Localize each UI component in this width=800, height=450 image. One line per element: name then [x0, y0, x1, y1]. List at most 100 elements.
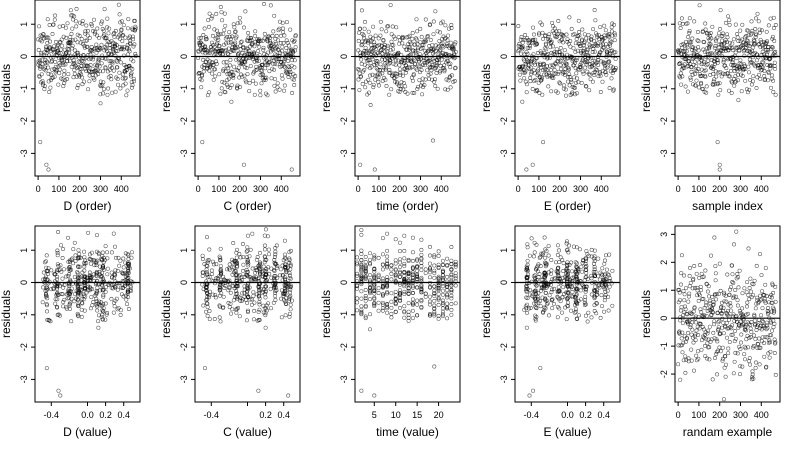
residual-point: [565, 37, 570, 42]
residual-point: [436, 60, 441, 65]
residual-point: [273, 252, 278, 257]
residual-point: [411, 72, 416, 77]
residual-point: [359, 43, 364, 48]
residual-point: [217, 72, 222, 77]
residual-point: [699, 62, 704, 67]
y-tick-label: 1: [19, 22, 29, 27]
residual-point: [685, 89, 690, 94]
residual-point: [82, 255, 87, 260]
residual-point: [584, 249, 589, 254]
residual-point: [48, 72, 53, 77]
residual-point: [564, 93, 568, 98]
residual-point: [436, 253, 441, 258]
residual-point: [609, 76, 614, 81]
x-tick-label: 0.2: [259, 410, 272, 420]
residual-point: [385, 248, 390, 253]
residual-point: [440, 258, 445, 263]
residual-point: [276, 38, 281, 43]
residual-point: [563, 305, 568, 310]
residual-point: [262, 36, 267, 41]
residual-point: [603, 66, 608, 71]
data-points: [516, 8, 618, 172]
residual-point: [723, 374, 728, 379]
residual-point: [398, 72, 403, 77]
residual-point: [402, 233, 407, 238]
residual-point: [572, 32, 577, 37]
residual-point: [758, 30, 762, 35]
residual-point: [70, 256, 75, 261]
residual-point: [230, 307, 235, 312]
y-tick-label: -2: [179, 343, 189, 351]
plot-frame: [514, 225, 621, 403]
residual-point: [552, 68, 557, 72]
residual-point: [438, 63, 443, 68]
residual-point: [56, 230, 61, 234]
residual-point: [257, 302, 262, 307]
residual-point: [410, 65, 415, 70]
residual-point: [359, 57, 364, 62]
residual-point: [448, 65, 453, 70]
residual-point: [369, 47, 373, 52]
residual-point: [241, 162, 246, 167]
residual-point: [525, 51, 530, 56]
residual-point: [41, 32, 46, 37]
residual-point: [580, 282, 585, 287]
residual-point: [268, 3, 273, 8]
residual-point: [227, 305, 232, 310]
residual-point: [595, 33, 600, 38]
residual-point: [388, 3, 393, 8]
residual-point: [420, 45, 425, 50]
residual-point: [742, 53, 747, 58]
residual-point: [761, 319, 766, 324]
residual-point: [46, 318, 51, 322]
residual-point: [78, 40, 83, 45]
residual-point: [769, 85, 773, 90]
residual-point: [739, 89, 744, 94]
residual-point: [448, 74, 452, 79]
x-tick-label: 0: [516, 184, 521, 194]
residual-point: [393, 62, 398, 67]
y-tick-label: -1: [499, 85, 509, 93]
residual-point: [282, 83, 287, 88]
residual-point: [714, 74, 719, 79]
residual-point: [440, 292, 445, 297]
residual-point: [55, 313, 60, 317]
residual-point: [613, 68, 618, 72]
residual-point: [585, 319, 590, 324]
residual-point: [95, 33, 100, 38]
residual-point: [59, 43, 64, 48]
residual-point: [598, 315, 603, 320]
residual-point: [97, 299, 102, 304]
residual-point: [280, 44, 285, 49]
residual-point: [752, 333, 756, 338]
residual-point: [767, 57, 772, 62]
residual-point: [105, 25, 110, 30]
residual-point: [769, 45, 774, 49]
x-axis-label: time (value): [376, 425, 439, 439]
residual-point: [218, 319, 223, 324]
residual-point: [72, 240, 77, 245]
x-tick-label: 300: [93, 184, 108, 194]
residual-point: [218, 246, 223, 251]
residual-point: [724, 66, 729, 71]
residual-point: [383, 67, 388, 72]
residual-point: [773, 284, 778, 289]
residual-point: [233, 29, 238, 34]
residual-point: [441, 45, 446, 50]
x-axis-label: sample index: [692, 199, 763, 213]
residual-point: [725, 35, 730, 40]
residual-point: [262, 260, 267, 265]
residual-point: [255, 255, 260, 259]
residual-point: [101, 264, 106, 268]
residual-point: [110, 275, 114, 280]
residual-point: [356, 67, 361, 71]
residual-point: [213, 67, 217, 72]
residual-point: [246, 233, 250, 238]
residual-point: [366, 77, 371, 82]
residual-point: [561, 285, 566, 290]
residual-point: [605, 65, 610, 70]
residual-point: [111, 310, 116, 315]
residual-point: [712, 77, 717, 82]
residual-point: [563, 73, 567, 77]
residual-point: [436, 302, 441, 307]
